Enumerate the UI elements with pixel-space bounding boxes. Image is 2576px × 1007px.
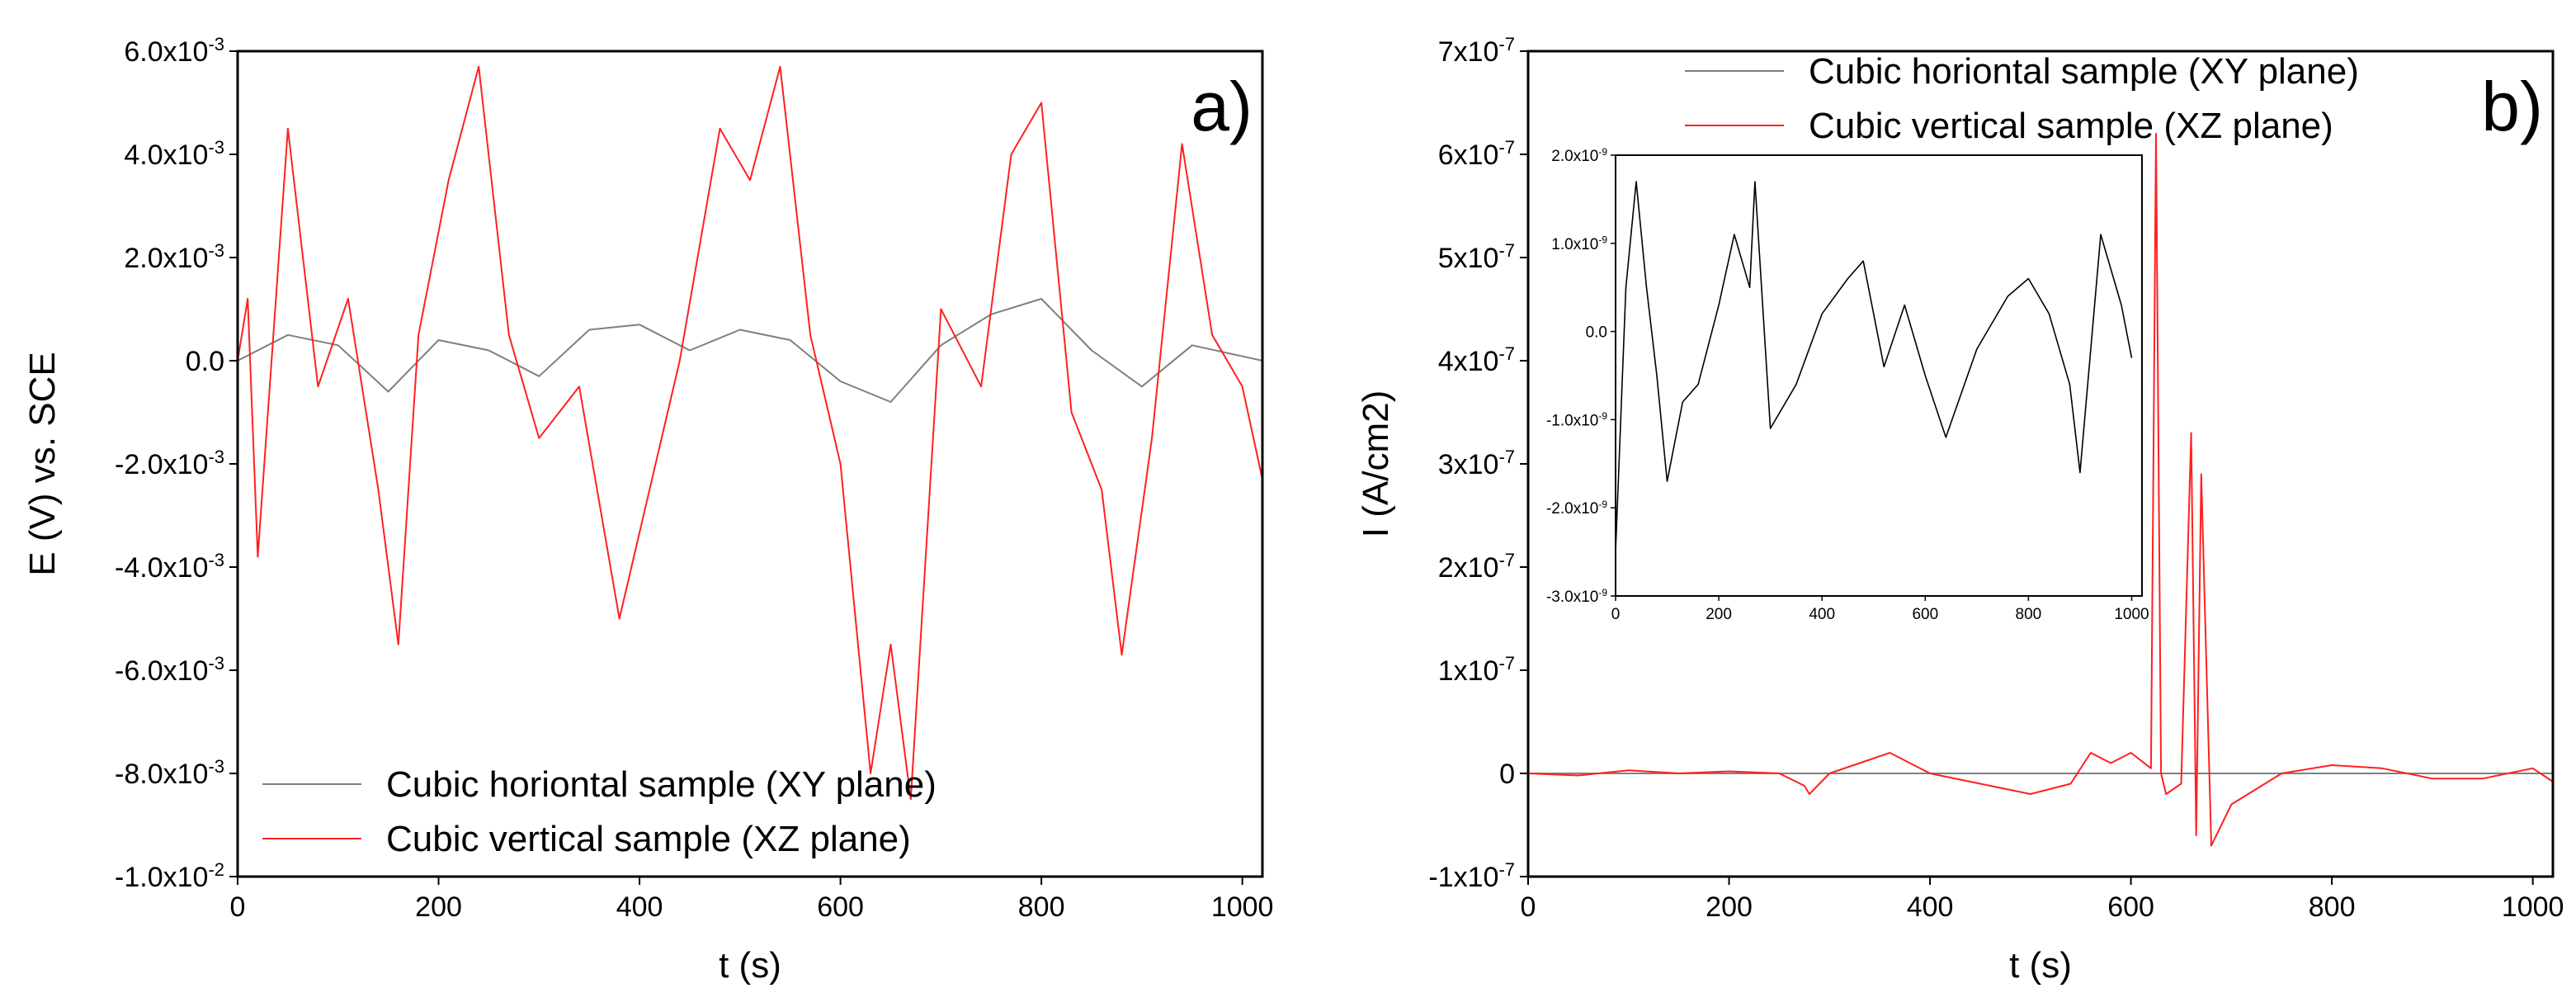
inset-x-tick-label: 0 bbox=[1611, 606, 1621, 623]
y-tick-label: 4.0x10-3 bbox=[124, 137, 224, 171]
inset-y-tick-label: -2.0x10-9 bbox=[1546, 499, 1607, 518]
y-tick-label: -8.0x10-3 bbox=[115, 756, 224, 790]
inset-frame bbox=[1615, 154, 2143, 597]
y-tick-label: 2x10-7 bbox=[1438, 550, 1515, 584]
x-tick-label: 800 bbox=[1018, 891, 1065, 923]
inset-chart: 2.0x10-9 1.0x10-9 0.0 -1.0x10-9 -2.0x10-9 -3.… bbox=[1546, 146, 2149, 623]
inset-x-tick-label: 200 bbox=[1706, 606, 1732, 623]
y-tick-label: 6.0x10-3 bbox=[124, 34, 224, 68]
x-tick-label: 400 bbox=[1907, 891, 1954, 923]
y-tick-label: 4x10-7 bbox=[1438, 343, 1515, 377]
y-tick-label: 3x10-7 bbox=[1438, 447, 1515, 480]
x-tick-label: 0 bbox=[1521, 891, 1536, 923]
inset-y-tick-label: 2.0x10-9 bbox=[1551, 146, 1607, 165]
series-line-xz-plane bbox=[1528, 133, 2553, 847]
panel-label: b) bbox=[2481, 68, 2543, 145]
panel-label: a) bbox=[1191, 68, 1253, 145]
legend-entry: Cubic vertical sample (XZ plane) bbox=[1809, 106, 2333, 146]
x-tick-label: 1000 bbox=[1211, 891, 1274, 923]
y-axis-label: I (A/cm2) bbox=[1356, 390, 1396, 537]
y-tick-label: -6.0x10-3 bbox=[115, 653, 224, 687]
plot-frame bbox=[1526, 50, 2555, 878]
x-tick-label: 200 bbox=[1706, 891, 1753, 923]
series-group bbox=[1528, 133, 2553, 847]
inset-y-tick-label: 0.0 bbox=[1586, 324, 1607, 342]
y-tick-label: -4.0x10-3 bbox=[115, 550, 224, 584]
inset-x-tick-label: 400 bbox=[1809, 606, 1835, 623]
series-line-xy-plane bbox=[238, 298, 1262, 403]
y-tick-label: -2.0x10-3 bbox=[115, 447, 224, 480]
x-axis-label: t (s) bbox=[719, 945, 781, 986]
legend-entry: Cubic vertical sample (XZ plane) bbox=[386, 819, 911, 859]
chart-panel-a: 6.0x10-3 4.0x10-3 2.0x10-3 0.0 -2.0x10-3 -4.0… bbox=[22, 34, 1273, 986]
x-tick-label: 1000 bbox=[2502, 891, 2564, 923]
legend-entry: Cubic horiontal sample (XY plane) bbox=[386, 764, 937, 805]
x-tick-label: 600 bbox=[817, 891, 864, 923]
series-group bbox=[238, 65, 1262, 801]
y-tick-label: 6x10-7 bbox=[1438, 137, 1515, 171]
x-tick-label: 600 bbox=[2107, 891, 2154, 923]
y-tick-label: -1x10-7 bbox=[1428, 859, 1515, 893]
y-tick-label: 2.0x10-3 bbox=[124, 240, 224, 274]
series-line-xz-plane bbox=[238, 65, 1262, 801]
inset-y-tick-label: -1.0x10-9 bbox=[1546, 410, 1607, 429]
y-tick-label: 0 bbox=[1499, 759, 1515, 790]
y-tick-label: 0.0 bbox=[186, 346, 224, 377]
y-tick-label: 5x10-7 bbox=[1438, 240, 1515, 274]
legend-entry: Cubic horiontal sample (XY plane) bbox=[1809, 51, 2359, 92]
y-tick-label: -1.0x10-2 bbox=[115, 859, 224, 893]
x-tick-label: 400 bbox=[616, 891, 663, 923]
inset-y-tick-label: 1.0x10-9 bbox=[1551, 234, 1607, 253]
inset-series-line bbox=[1615, 181, 2133, 552]
y-axis-label: E (V) vs. SCE bbox=[22, 352, 63, 575]
x-tick-label: 200 bbox=[415, 891, 462, 923]
x-tick-label: 800 bbox=[2309, 891, 2356, 923]
inset-frame-outline bbox=[1615, 154, 2143, 597]
x-tick-label: 0 bbox=[230, 891, 246, 923]
chart-panel-b: 7x10-7 6x10-7 5x10-7 4x10-7 3x10-7 2x10-7 1x10… bbox=[1356, 34, 2564, 986]
inset-x-tick-label: 800 bbox=[2016, 606, 2042, 623]
plot-frame bbox=[236, 50, 1264, 878]
y-tick-label: 7x10-7 bbox=[1438, 34, 1515, 68]
inset-y-tick-label: -3.0x10-9 bbox=[1546, 587, 1607, 606]
inset-x-tick-label: 1000 bbox=[2114, 606, 2149, 623]
x-axis-label: t (s) bbox=[2009, 945, 2072, 986]
y-tick-label: 1x10-7 bbox=[1438, 653, 1515, 687]
inset-x-tick-label: 600 bbox=[1912, 606, 1938, 623]
